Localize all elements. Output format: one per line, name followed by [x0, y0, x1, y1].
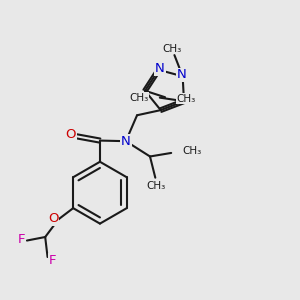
Text: O: O: [48, 212, 58, 225]
Text: F: F: [18, 233, 26, 247]
Text: CH₃: CH₃: [162, 44, 182, 54]
Text: CH₃: CH₃: [129, 93, 148, 103]
Text: CH₃: CH₃: [176, 94, 196, 104]
Text: CH₃: CH₃: [146, 181, 166, 191]
Text: N: N: [176, 68, 186, 81]
Text: O: O: [65, 128, 76, 141]
Text: CH₃: CH₃: [182, 146, 202, 156]
Text: F: F: [49, 254, 57, 267]
Text: N: N: [155, 62, 165, 75]
Text: N: N: [121, 135, 131, 148]
